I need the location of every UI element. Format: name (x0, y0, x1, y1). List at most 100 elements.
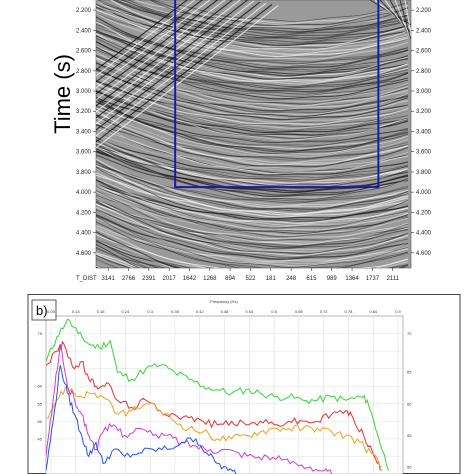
top-tick-label: 0.05 (47, 309, 56, 314)
reflection-event (96, 178, 409, 226)
seismic-section-chart: 2.200 2.400 2.600 2.800 3.000 3.200 3.400 3.600… (50, 0, 432, 282)
y-tick-label-right: 3.600 (416, 150, 432, 156)
dipping-event (96, 0, 234, 107)
reflection-event (96, 198, 409, 248)
y-tick-label-right: 3.200 (416, 109, 432, 115)
reflection-event (96, 56, 409, 101)
top-axis-title: Frequency (Hz) (210, 299, 238, 304)
y-tick-label-left: 4.600 (76, 251, 92, 257)
y-tick-label-right: 2.800 (416, 69, 432, 75)
reflection-event (96, 101, 409, 144)
spectrum-series-line (46, 343, 333, 474)
reflection-event (96, 214, 409, 260)
reflection-event (96, 209, 409, 250)
analysis-window-box (174, 0, 380, 189)
reflection-event (96, 35, 409, 72)
reflection-event (96, 166, 409, 212)
reflection-event (96, 238, 409, 268)
reflection-event (96, 16, 409, 69)
reflection-event (96, 83, 409, 141)
reflection-event (96, 172, 409, 218)
reflection-event (96, 68, 409, 112)
reflection-event (96, 57, 409, 107)
y-tick-label-right: 3.000 (416, 89, 432, 95)
reflection-event (96, 1, 409, 56)
reflection-event (116, 0, 409, 38)
reflection-event (96, 183, 409, 220)
reflection-event (96, 51, 409, 102)
y-tick-label-right: 2.600 (416, 49, 432, 55)
top-tick-label: 0.42 (196, 309, 205, 314)
reflection-event (96, 124, 409, 160)
reflection-event (96, 215, 409, 268)
y-tick-label-right: 3.800 (416, 170, 432, 176)
x-tick-label: 181 (266, 276, 277, 282)
reflection-event (96, 197, 409, 251)
y-tick-label-right: 4.600 (416, 251, 432, 257)
x-tick-label: 1364 (345, 276, 359, 282)
y-tick-label-right: 4.200 (416, 210, 432, 216)
reflection-event (96, 142, 409, 178)
reflection-event (96, 62, 409, 113)
dipping-event (96, 3, 273, 143)
reflection-event (96, 200, 409, 255)
dipping-event (96, 0, 226, 101)
y-tick-label-right: 4.000 (416, 190, 432, 196)
top-tick-label: 0.84 (369, 309, 378, 314)
reflection-event (96, 146, 409, 186)
x-tick-label: 248 (286, 276, 297, 282)
right-tick-label: 65 (407, 370, 412, 375)
x-tick-label: 989 (327, 276, 338, 282)
panel-label: b) (36, 303, 48, 318)
right-tick-label: 60 (407, 401, 412, 406)
reflection-event (96, 114, 409, 168)
reflection-event (96, 143, 409, 200)
reflection-event (96, 69, 409, 117)
dipping-event (96, 0, 196, 77)
top-tick-label: 0.3 (147, 309, 153, 314)
x-tick-label: 1737 (366, 276, 380, 282)
reflection-event (96, 208, 409, 259)
dipping-event (379, 0, 411, 34)
reflection-event (96, 57, 409, 110)
reflection-event (96, 33, 409, 81)
seismic-y-axis-label: Time (s) (50, 54, 75, 134)
panel-label-box (31, 299, 57, 321)
reflection-event (96, 194, 409, 232)
reflection-event (96, 240, 409, 268)
reflection-event (96, 55, 409, 109)
left-tick-label: 60 (38, 384, 43, 389)
reflection-event (96, 0, 409, 50)
reflection-event (96, 186, 409, 224)
y-tick-label-left: 3.000 (76, 89, 92, 95)
right-tick-label: 50 (407, 464, 412, 469)
reflection-event (96, 226, 409, 262)
reflection-event (96, 37, 409, 89)
reflection-event (96, 90, 409, 139)
x-tick-label: 522 (245, 276, 256, 282)
reflection-event (96, 32, 409, 85)
amplitude-spectrum-chart: b) Frequency (Hz) 0.05 0.13 0.16 0.24 0.3 0.3… (27, 294, 461, 474)
reflection-event (96, 134, 409, 172)
top-tick-label: 0.24 (121, 309, 130, 314)
y-tick-label-right: 3.400 (416, 129, 432, 135)
reflection-event (96, 80, 409, 131)
right-tick-label: 70 (407, 331, 412, 336)
reflection-event (96, 208, 409, 264)
spectrum-series-line (46, 365, 239, 474)
reflection-event (96, 90, 409, 133)
y-tick-label-left: 2.600 (76, 49, 92, 55)
reflection-event (96, 104, 409, 147)
reflection-event (119, 0, 409, 33)
reflection-event (96, 40, 409, 93)
reflection-event (96, 12, 409, 60)
spectrum-series-line (46, 385, 382, 468)
left-tick-label: 75 (38, 331, 43, 336)
reflection-event (96, 190, 409, 243)
x-tick-label: 1642 (183, 276, 197, 282)
x-tick-label: 615 (306, 276, 317, 282)
y-tick-label-left: 4.400 (76, 231, 92, 237)
reflection-event (96, 121, 409, 175)
reflection-event (110, 0, 409, 48)
reflection-event (96, 167, 409, 223)
